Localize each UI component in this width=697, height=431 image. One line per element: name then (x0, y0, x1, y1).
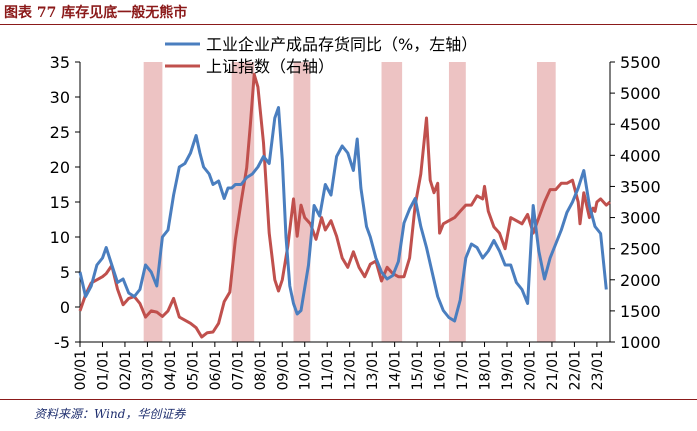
x-tick-label: 08/01 (253, 350, 269, 390)
left-tick-label: 5 (60, 263, 70, 282)
title-rule (0, 24, 697, 25)
figure-source: 资料来源：Wind，华创证券 (34, 407, 186, 421)
x-tick-label: 10/01 (298, 350, 314, 390)
highlight-band (143, 62, 163, 342)
tick-labels: 35 30 25 20 15 10 5 0 -5 5500 5000 4500 4000 3500 3000… (50, 53, 661, 390)
left-tick-label: 15 (50, 193, 70, 212)
left-tick-label: 0 (60, 298, 70, 317)
legend-label: 上证指数（右轴） (206, 57, 334, 76)
x-tick-label: 03/01 (140, 350, 156, 390)
x-tick-label: 13/01 (365, 350, 381, 390)
left-tick-label: 10 (50, 228, 70, 247)
highlight-band (448, 62, 466, 342)
right-tick-label: 1000 (620, 333, 661, 352)
x-tick-label: 11/01 (320, 350, 336, 390)
right-tick-label: 4500 (620, 115, 661, 134)
right-tick-label: 2500 (620, 240, 661, 259)
highlight-band (536, 62, 556, 342)
x-tick-label: 19/01 (500, 350, 516, 390)
x-tick-label: 18/01 (478, 350, 494, 390)
x-tick-label: 23/01 (590, 350, 606, 390)
left-tick-label: 30 (50, 88, 70, 107)
figure-title: 图表 77 库存见底一般无熊市 (4, 5, 188, 21)
x-tick-label: 20/01 (522, 350, 538, 390)
series-lines (78, 72, 611, 339)
left-tick-label: 25 (50, 123, 70, 142)
right-tick-label: 3000 (620, 209, 661, 228)
x-tick-label: 22/01 (567, 350, 583, 390)
x-tick-label: 02/01 (118, 350, 134, 390)
x-tick-label: 09/01 (275, 350, 291, 390)
right-tick-label: 4000 (620, 146, 661, 165)
left-tick-label: -5 (54, 333, 70, 352)
x-tick-label: 05/01 (185, 350, 201, 390)
source-rule (0, 399, 697, 400)
highlight-band (381, 62, 403, 342)
x-tick-label: 12/01 (343, 350, 359, 390)
left-tick-label: 20 (50, 158, 70, 177)
x-tick-label: 07/01 (230, 350, 246, 390)
x-tick-label: 00/01 (73, 350, 89, 390)
right-tick-label: 5500 (620, 53, 661, 72)
legend: 工业企业产成品存货同比（%，左轴） 上证指数（右轴） (165, 35, 477, 76)
x-tick-label: 04/01 (163, 350, 179, 390)
inventory-line (78, 106, 608, 323)
highlight-bands (143, 62, 556, 342)
left-tick-label: 35 (50, 53, 70, 72)
x-tick-label: 01/01 (95, 350, 111, 390)
right-tick-label: 3500 (620, 177, 661, 196)
x-tick-label: 14/01 (388, 350, 404, 390)
legend-label: 工业企业产成品存货同比（%，左轴） (206, 35, 477, 54)
x-tick-label: 15/01 (410, 350, 426, 390)
right-tick-label: 2000 (620, 271, 661, 290)
x-tick-label: 06/01 (208, 350, 224, 390)
right-tick-label: 1500 (620, 302, 661, 321)
x-tick-label: 17/01 (455, 350, 471, 390)
right-tick-label: 5000 (620, 84, 661, 103)
x-tick-label: 16/01 (433, 350, 449, 390)
x-tick-label: 21/01 (545, 350, 561, 390)
